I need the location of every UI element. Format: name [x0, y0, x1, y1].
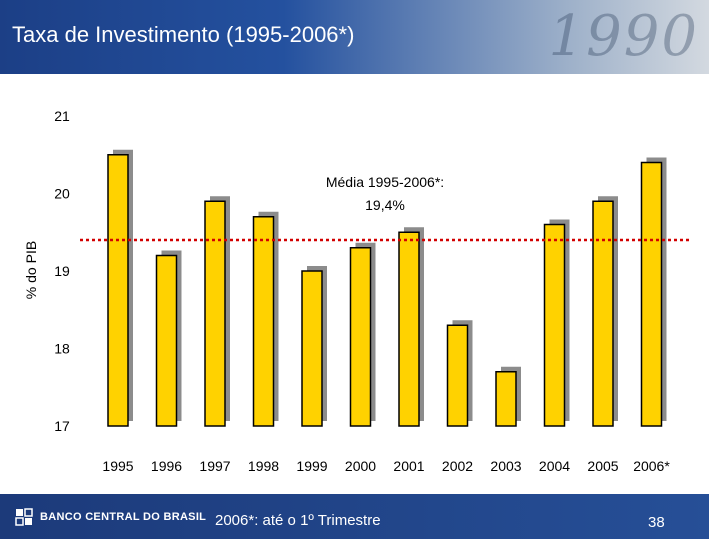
x-tick-label: 1995 [102, 458, 133, 474]
bar-2006 [640, 161, 663, 427]
x-tick-label: 1998 [248, 458, 279, 474]
bar-2004 [543, 223, 566, 427]
bar-1999 [301, 270, 323, 427]
average-label: Média 1995-2006*: [326, 174, 444, 190]
x-tick-label: 2006* [633, 458, 670, 474]
y-tick-label: 20 [54, 186, 70, 202]
y-axis-ticks: 21 20 19 18 17 [54, 108, 70, 434]
bar-1996 [155, 254, 178, 427]
y-tick-label: 21 [54, 108, 70, 124]
x-axis-ticks: 1995 1996 1997 1998 1999 2000 2001 2002 2003 2004… [102, 458, 670, 474]
x-tick-label: 1999 [296, 458, 327, 474]
x-tick-label: 2002 [442, 458, 473, 474]
x-tick-label: 2000 [345, 458, 376, 474]
bar-1995 [107, 154, 129, 427]
x-tick-label: 1996 [151, 458, 182, 474]
footnote: 2006*: até o 1º Trimestre [215, 512, 381, 529]
bar-1998 [252, 216, 275, 427]
bar-2000 [349, 247, 372, 427]
x-tick-label: 2005 [587, 458, 618, 474]
bar-series [107, 149, 667, 427]
bar-1997 [204, 200, 226, 427]
y-axis-label: % do PIB [23, 241, 39, 299]
slide-header: 1990 Taxa de Investimento (1995-2006*) [0, 0, 709, 74]
bank-logo: BANCO CENTRAL DO BRASIL [14, 507, 206, 527]
x-tick-label: 2001 [393, 458, 424, 474]
bank-logo-icon [15, 508, 33, 526]
x-tick-label: 1997 [199, 458, 230, 474]
x-tick-label: 2004 [539, 458, 570, 474]
y-tick-label: 19 [54, 263, 70, 279]
slide-title: Taxa de Investimento (1995-2006*) [12, 22, 355, 47]
page-number: 38 [648, 514, 665, 531]
bar-2003 [495, 371, 517, 427]
x-tick-label: 2003 [490, 458, 521, 474]
slide-footer: BANCO CENTRAL DO BRASIL 2006*: até o 1º … [0, 494, 709, 539]
bar-2005 [592, 200, 614, 427]
header-background-texture: 1990 [548, 4, 699, 69]
y-tick-label: 17 [54, 418, 70, 434]
bar-2002 [446, 324, 469, 427]
bar-2001 [398, 231, 420, 427]
bank-logo-text: BANCO CENTRAL DO BRASIL [40, 511, 207, 523]
investment-rate-chart: 21 20 19 18 17 % do PIB Média 1995-2006*: 19… [23, 108, 690, 474]
y-tick-label: 18 [54, 341, 70, 357]
average-value-label: 19,4% [365, 197, 405, 213]
slide-body: 21 20 19 18 17 % do PIB Média 1995-2006*: 19… [0, 74, 709, 494]
